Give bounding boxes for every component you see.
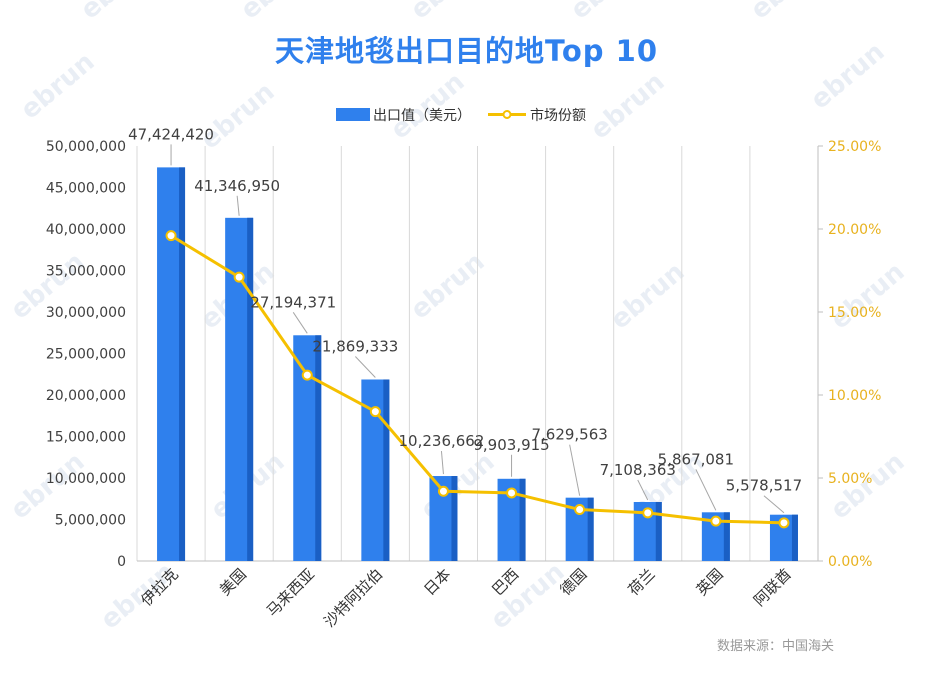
legend-line-label: 市场份额: [530, 107, 586, 124]
watermark-text: ebrun: [745, 0, 830, 25]
category-label: 马来西亚: [263, 565, 318, 620]
bar-data-label: 10,236,662: [399, 432, 485, 450]
label-leader: [569, 444, 581, 496]
bar-side: [655, 502, 662, 561]
bar-data-label: 5,867,081: [658, 450, 734, 468]
legend: 出口值（美元） 市场份额: [336, 107, 586, 124]
legend-line-marker: [502, 110, 512, 119]
chart-title: 天津地毯出口目的地Top 10: [274, 34, 659, 68]
left-axis-tick: 10,000,000: [46, 471, 126, 487]
share-point: [165, 230, 177, 242]
watermark-text: ebrun: [195, 77, 280, 155]
category-label: 荷兰: [625, 565, 659, 599]
label-leader: [440, 450, 444, 475]
bar-side: [723, 512, 730, 561]
left-axis-tick: 20,000,000: [46, 388, 126, 404]
label-leader: [637, 479, 649, 501]
category-label: 英国: [693, 565, 727, 599]
bars: [157, 167, 798, 561]
bar: [157, 167, 186, 561]
category-axis: 伊拉克 美国 马来西亚 沙特阿拉伯 日本 巴西 德国 荷兰 英国 阿联酋: [137, 565, 794, 631]
bar-side: [179, 167, 186, 561]
category-label: 日本: [420, 565, 454, 599]
watermark-text: ebrun: [75, 0, 160, 25]
bar-data-label: 47,424,420: [128, 125, 214, 143]
category-label: 阿联酋: [750, 565, 795, 610]
watermark-text: ebrun: [235, 0, 320, 25]
share-point: [506, 487, 518, 499]
bar-side: [519, 478, 526, 561]
watermark-text: ebrun: [825, 257, 910, 335]
right-axis-tick: 5.00%: [828, 471, 872, 487]
legend-bar-label: 出口值（美元）: [373, 108, 471, 124]
label-leader: [695, 469, 717, 511]
bar-data-label: 5,578,517: [726, 477, 802, 495]
left-axis-tick: 40,000,000: [46, 222, 126, 238]
bar-data-label: 7,108,363: [600, 461, 676, 479]
right-axis-tick: 25.00%: [828, 139, 881, 155]
left-axis: 0 5,000,000 10,000,000 15,000,000 20,000,000…: [46, 139, 126, 570]
left-axis-tick: 5,000,000: [55, 513, 126, 529]
category-label: 美国: [216, 565, 250, 599]
bar: [293, 335, 322, 561]
bar-data-label: 27,194,371: [250, 293, 336, 311]
bar-data-label: 41,346,950: [194, 177, 280, 195]
left-axis-tick: 30,000,000: [46, 305, 126, 321]
bar: [225, 217, 254, 561]
label-leader: [236, 195, 240, 216]
bar-side: [791, 514, 798, 561]
right-axis-tick: 20.00%: [828, 222, 881, 238]
bar-side: [315, 335, 322, 561]
bar-side: [247, 217, 254, 561]
share-line: [165, 230, 790, 529]
share-line-path: [170, 234, 784, 525]
watermark-text: ebrun: [605, 257, 690, 335]
label-leader: [763, 495, 785, 514]
share-point: [301, 369, 313, 381]
right-axis-tick: 0.00%: [828, 554, 872, 570]
left-axis-tick: 25,000,000: [46, 347, 126, 363]
share-point: [642, 507, 654, 519]
legend-bar-swatch: [336, 108, 370, 121]
watermark-text: ebrun: [405, 0, 490, 25]
label-leaders: [170, 144, 785, 514]
label-leader: [354, 356, 376, 378]
right-axis: 0.00% 5.00% 10.00% 15.00% 20.00% 25.00%: [817, 139, 881, 570]
watermark-text: ebrun: [415, 447, 500, 525]
left-axis-tick: 35,000,000: [46, 264, 126, 280]
share-point: [369, 406, 381, 418]
share-point: [233, 271, 245, 283]
share-point: [778, 517, 790, 529]
watermark-text: ebrun: [805, 37, 890, 115]
watermark-text: ebrun: [565, 0, 650, 25]
watermark-text: ebrun: [15, 47, 100, 125]
bar-data-label: 21,869,333: [312, 337, 398, 355]
watermark-text: ebrun: [385, 67, 470, 145]
label-leader: [292, 312, 308, 334]
bar-side: [451, 476, 458, 561]
category-label: 沙特阿拉伯: [320, 565, 386, 631]
bar-data-label: 7,629,563: [531, 426, 607, 444]
left-axis-tick: 45,000,000: [46, 181, 126, 197]
source-note: 数据来源：中国海关: [717, 639, 834, 654]
data-labels: 47,424,420 41,346,950 27,194,371 21,869,333…: [128, 125, 802, 494]
watermark-text: ebrun: [585, 67, 670, 145]
share-point: [574, 504, 586, 516]
bar-side: [383, 379, 390, 561]
bar-data-label: 9,903,915: [473, 436, 549, 454]
left-axis-tick: 50,000,000: [46, 139, 126, 155]
share-point: [710, 515, 722, 527]
bar-side: [587, 497, 594, 561]
share-point: [437, 485, 449, 497]
left-axis-tick: 0: [117, 554, 126, 570]
left-axis-tick: 15,000,000: [46, 430, 126, 446]
right-axis-tick: 10.00%: [828, 388, 881, 404]
right-axis-tick: 15.00%: [828, 305, 881, 321]
